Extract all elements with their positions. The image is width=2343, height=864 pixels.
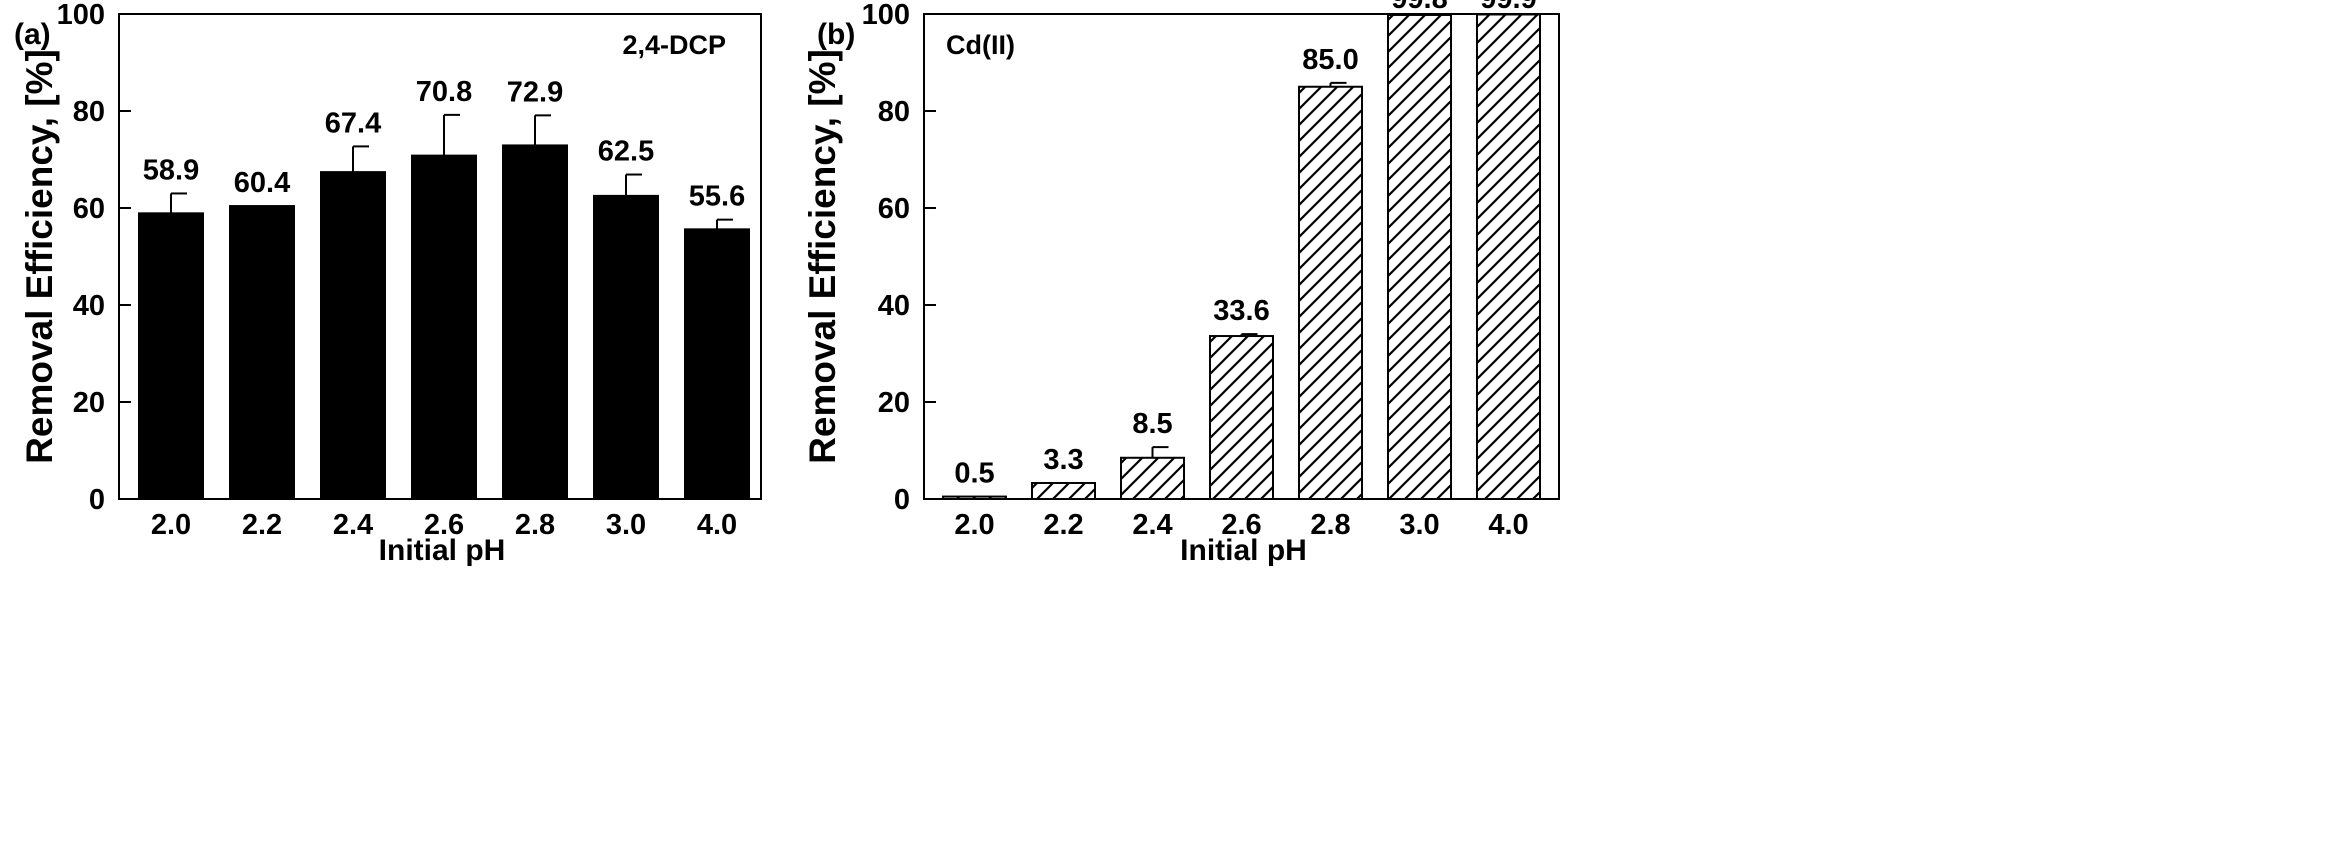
x-tick-label: 2.6: [424, 509, 464, 541]
bar: [684, 228, 750, 500]
series-label: 2,4-DCP: [622, 30, 726, 60]
x-axis-label: Initial pH: [379, 534, 506, 567]
bar: [942, 495, 1007, 501]
bar: [1298, 85, 1363, 500]
x-tick-label: 2.0: [954, 509, 994, 541]
y-tick-label: 0: [894, 484, 910, 516]
bar: [229, 205, 295, 500]
y-tick-label: 100: [57, 0, 105, 31]
chart-panel-a: (a) 2,4-DCP 0 20 40 60 80 100 Removal Efficiency…: [14, 0, 762, 567]
x-tick-label: 2.4: [1132, 509, 1172, 541]
data-label: 33.6: [1213, 295, 1269, 327]
y-axis-label: Removal Efficiency, [%]: [19, 49, 60, 464]
bar: [1209, 335, 1274, 501]
data-label: 99.9: [1480, 0, 1536, 15]
y-tick-label: 60: [878, 193, 910, 225]
y-tick-label: 80: [878, 96, 910, 128]
x-tick-label: 2.2: [242, 509, 282, 541]
y-tick-label: 80: [73, 96, 105, 128]
x-tick-label: 4.0: [697, 509, 737, 541]
panel-letter: (b): [817, 18, 855, 51]
data-label: 0.5: [954, 458, 994, 490]
bar: [1031, 481, 1096, 500]
bar: [1387, 13, 1452, 500]
data-label: 62.5: [598, 136, 654, 168]
y-axis-label: Removal Efficiency, [%]: [802, 49, 843, 464]
x-tick-label: 2.2: [1043, 509, 1083, 541]
data-label: 85.0: [1302, 44, 1358, 76]
x-tick-label: 2.8: [515, 509, 555, 541]
y-tick-label: 20: [878, 387, 910, 419]
data-label: 60.4: [234, 167, 290, 199]
x-tick-label: 4.0: [1488, 509, 1528, 541]
x-tick-label: 2.8: [1310, 509, 1350, 541]
x-tick-label: 3.0: [1399, 509, 1439, 541]
bar: [593, 194, 659, 500]
bar: [1476, 13, 1541, 501]
bar: [1120, 456, 1185, 500]
x-axis-label: Initial pH: [1180, 534, 1307, 567]
y-tick-label: 100: [862, 0, 910, 31]
data-label: 58.9: [143, 154, 199, 186]
y-tick-label: 40: [73, 290, 105, 322]
series-label: Cd(II): [946, 30, 1015, 60]
bar: [138, 212, 204, 501]
data-label: 70.8: [416, 76, 472, 108]
x-tick-label: 2.0: [151, 509, 191, 541]
panel-letter: (a): [14, 18, 51, 51]
y-tick-label: 20: [73, 387, 105, 419]
x-tick-label: 3.0: [606, 509, 646, 541]
bar: [411, 154, 477, 500]
data-label: 8.5: [1132, 408, 1172, 440]
bar: [320, 171, 386, 501]
x-tick-label: 2.4: [333, 509, 373, 541]
chart-panel-b: (b) Cd(II) 0 20 40 60 80 100 Removal Efficiency,…: [802, 0, 1560, 567]
data-label: 55.6: [689, 181, 745, 213]
data-label: 99.8: [1391, 0, 1447, 15]
y-tick-label: 60: [73, 193, 105, 225]
x-tick-label: 2.6: [1221, 509, 1261, 541]
data-label: 3.3: [1043, 444, 1083, 476]
data-label: 67.4: [325, 107, 381, 139]
y-tick-label: 40: [878, 290, 910, 322]
data-label: 72.9: [507, 76, 563, 108]
bar: [502, 144, 568, 500]
y-tick-label: 0: [89, 484, 105, 516]
